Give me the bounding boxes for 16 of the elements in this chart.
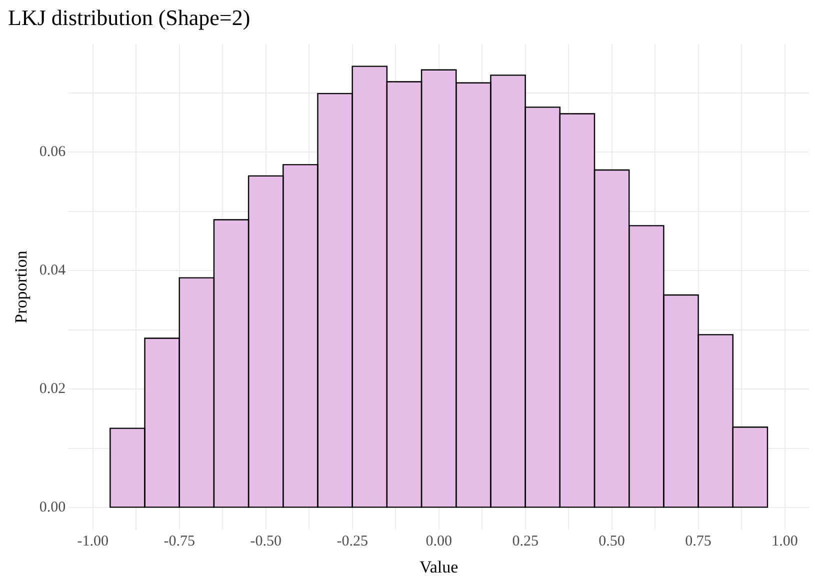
y-tick-label: 0.04 [39,262,66,279]
y-tick-label: 0.06 [39,144,66,160]
x-tick-label: -0.25 [336,534,368,550]
chart-title: LKJ distribution (Shape=2) [8,4,250,30]
x-tick-label: -1.00 [77,534,108,550]
x-tick-label: 0.00 [426,534,452,550]
x-tick-label: 0.25 [512,534,538,550]
x-tick-label: -0.75 [164,534,195,550]
y-tick-label: 0.02 [39,381,66,398]
y-axis-title: Proportion [12,250,31,324]
x-axis-title: Value [419,557,458,576]
x-tick-label: 1.00 [772,534,798,550]
y-tick-label: 0.00 [39,500,66,516]
x-tick-label: -0.50 [250,534,282,550]
x-tick-label: 0.75 [685,534,712,550]
x-tick-label: 0.50 [598,534,625,550]
